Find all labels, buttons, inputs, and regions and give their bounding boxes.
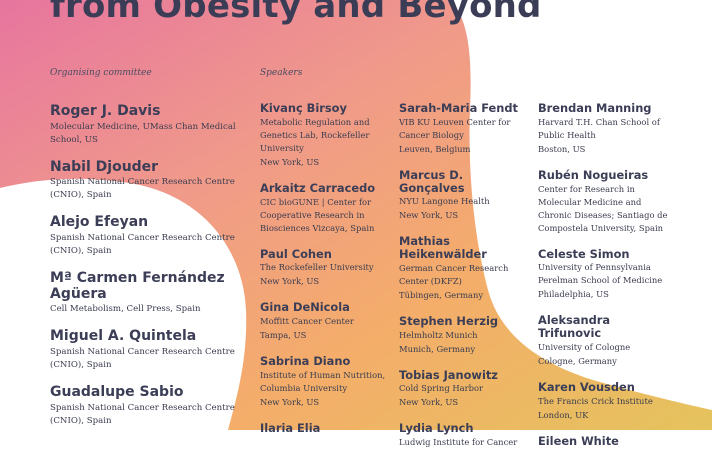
speaker-name: Stephen Herzig (399, 313, 499, 328)
speaker-name: Ilaria Elia (260, 420, 321, 435)
committee-member: Mª Carmen Fernández Agüera Cell Metaboli… (50, 270, 250, 316)
speakers-label: Speakers (260, 68, 303, 78)
member-name: Nabil Djouder (50, 158, 159, 175)
page-title: from Obesity and Beyond (50, 0, 542, 26)
speaker-affiliation: The Rockefeller University (260, 262, 374, 273)
member-affiliation: Spanish National Cancer Research Centre … (50, 402, 235, 426)
member-name: Alejo Efeyan (50, 214, 149, 231)
speaker-location: New York, US (260, 396, 320, 407)
member-name: Miguel A. Quintela (50, 328, 197, 345)
speaker-location: Tampa, US (260, 330, 307, 341)
speaker-entry: Karen Vousden The Francis Crick Institute… (538, 381, 668, 422)
member-name: Mª Carmen Fernández Agüera (50, 270, 225, 302)
speaker-entry: Mathias Heikenwälder German Cancer Resear… (399, 235, 531, 302)
member-affiliation: Spanish National Cancer Research Centre … (50, 347, 235, 371)
speaker-entry: Marcus D. Gonçalves NYU Langone Health New… (399, 167, 531, 223)
speaker-entry: Kivanç Birsoy Metabolic Regulation and Ge… (260, 102, 392, 169)
speaker-affiliation: University of Pennsylvania Perelman Scho… (538, 262, 663, 286)
speaker-name: Eileen White (538, 433, 619, 448)
speaker-entry: Rubén Nogueiras Center for Research in Mo… (538, 167, 668, 235)
speaker-entry: Aleksandra Trifunovic University of Colog… (538, 314, 668, 368)
organising-committee-list: Roger J. Davis Molecular Medicine, UMass… (50, 103, 250, 441)
speaker-location: Leuven, Belgium (399, 143, 471, 154)
member-name: Guadalupe Sabio (50, 384, 184, 401)
speaker-entry: Sabrina Diano Institute of Human Nutritio… (260, 355, 392, 409)
speaker-location: New York, US (399, 397, 459, 408)
speakers-column-3: Brendan Manning Harvard T.H. Chan School … (538, 102, 668, 460)
speaker-entry: Celeste Simon University of Pennsylvania … (538, 246, 668, 302)
speaker-entry: Brendan Manning Harvard T.H. Chan School … (538, 102, 668, 156)
gradient-background (0, 0, 712, 430)
speaker-entry: Tobias Janowitz Cold Spring Harbor New Yor… (399, 367, 531, 410)
speaker-affiliation: Metabolic Regulation and Genetics Lab, R… (260, 116, 370, 153)
speaker-location: Boston, US (538, 143, 586, 154)
speaker-location: Munich, Germany (399, 343, 476, 354)
speaker-affiliation: Helmholtz Munich (399, 329, 478, 340)
member-name: Roger J. Davis (50, 103, 161, 119)
committee-member: Miguel A. Quintela Spanish National Canc… (50, 329, 250, 372)
speaker-name: Gina DeNicola (260, 300, 350, 315)
speaker-location: Cologne, Germany (538, 355, 617, 366)
speaker-entry: Gina DeNicola Moffitt Cancer Center Tampa,… (260, 301, 392, 342)
speaker-name: Sarah-Maria Fendt (399, 101, 518, 115)
committee-member: Nabil Djouder Spanish National Cancer Re… (50, 158, 250, 203)
member-affiliation: Cell Metabolism, Cell Press, Spain (50, 304, 201, 315)
speaker-name: Mathias Heikenwälder (399, 234, 487, 262)
speaker-affiliation: NYU Langone Health (399, 196, 490, 207)
speaker-name: Arkaitz Carracedo (260, 180, 376, 195)
speaker-location: New York, US (260, 156, 320, 167)
speaker-name: Rubén Nogueiras (538, 167, 649, 182)
speaker-affiliation: Ludwig Institute for Cancer (399, 437, 518, 448)
speaker-affiliation: The Francis Crick Institute (538, 395, 653, 406)
speaker-location: New York, US (399, 210, 459, 221)
speaker-location: Tübingen, Germany (399, 289, 484, 300)
speaker-affiliation: CIC bioGUNE | Center for Cooperative Res… (260, 196, 375, 233)
speaker-affiliation: German Cancer Research Center (DKFZ) (399, 262, 509, 286)
speaker-affiliation: Cold Spring Harbor (399, 383, 484, 394)
speaker-name: Celeste Simon (538, 246, 630, 261)
speaker-entry: Lydia Lynch Ludwig Institute for Cancer (399, 422, 531, 449)
organising-committee-label: Organising committee (50, 68, 152, 78)
speaker-affiliation: Center for Research in Molecular Medicin… (538, 183, 668, 233)
speakers-column-1: Kivanç Birsoy Metabolic Regulation and Ge… (260, 102, 392, 448)
speaker-name: Sabrina Diano (260, 354, 351, 369)
speaker-affiliation: VIB KU Leuven Center for Cancer Biology (399, 116, 511, 140)
speaker-name: Lydia Lynch (399, 421, 474, 436)
member-affiliation: Spanish National Cancer Research Centre … (50, 233, 235, 257)
speaker-affiliation: University of Cologne (538, 341, 631, 352)
speaker-name: Brendan Manning (538, 101, 652, 115)
committee-member: Roger J. Davis Molecular Medicine, UMass… (50, 103, 250, 147)
speaker-affiliation: Institute of Human Nutrition, Columbia U… (260, 369, 386, 393)
speaker-entry: Eileen White (538, 433, 668, 448)
speaker-location: Philadelphia, US (538, 289, 609, 300)
member-affiliation: Spanish National Cancer Research Centre … (50, 177, 235, 201)
member-affiliation: Molecular Medicine, UMass Chan Medical S… (50, 121, 236, 145)
speakers-column-2: Sarah-Maria Fendt VIB KU Leuven Center fo… (399, 102, 531, 462)
speaker-entry: Stephen Herzig Helmholtz Munich Munich, Ge… (399, 315, 531, 356)
speaker-affiliation: Harvard T.H. Chan School of Public Healt… (538, 116, 660, 140)
speaker-name: Paul Cohen (260, 246, 332, 261)
speaker-entry: Arkaitz Carracedo CIC bioGUNE | Center fo… (260, 180, 392, 235)
speaker-name: Karen Vousden (538, 379, 635, 394)
speaker-name: Marcus D. Gonçalves (399, 167, 465, 195)
speaker-name: Aleksandra Trifunovic (538, 313, 611, 341)
speaker-entry: Paul Cohen The Rockefeller University New … (260, 246, 392, 289)
speaker-entry: Sarah-Maria Fendt VIB KU Leuven Center fo… (399, 102, 531, 156)
committee-member: Guadalupe Sabio Spanish National Cancer … (50, 384, 250, 428)
gradient-shape (0, 0, 712, 430)
committee-member: Alejo Efeyan Spanish National Cancer Res… (50, 215, 250, 258)
speaker-name: Kivanç Birsoy (260, 101, 347, 115)
speaker-entry: Ilaria Elia (260, 422, 392, 435)
speaker-location: New York, US (260, 276, 320, 287)
speaker-name: Tobias Janowitz (399, 367, 498, 382)
speaker-affiliation: Moffitt Cancer Center (260, 316, 354, 327)
speaker-location: London, UK (538, 409, 589, 420)
